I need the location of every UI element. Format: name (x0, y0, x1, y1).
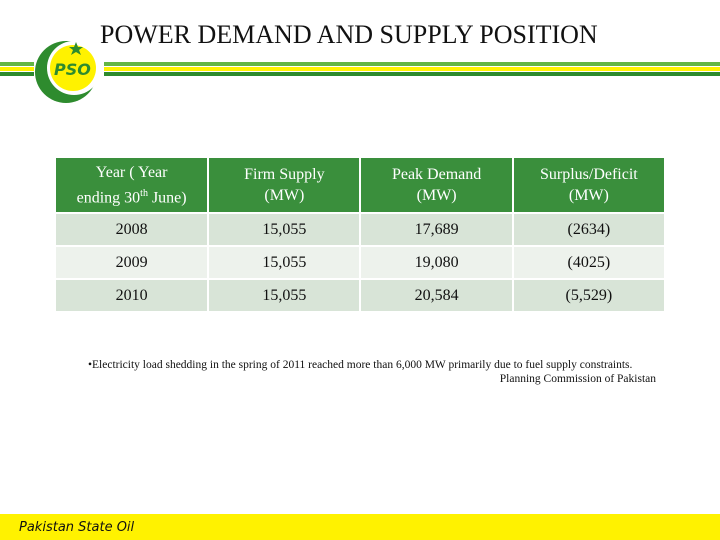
cell-firm-supply: 15,055 (209, 280, 360, 311)
footer-bar: Pakistan State Oil (0, 514, 720, 540)
header-surplus-deficit: Surplus/Deficit (MW) (513, 158, 664, 212)
cell-year: 2009 (56, 247, 208, 278)
cell-peak-demand: 17,689 (361, 214, 512, 245)
header-year: Year ( Year ending 30th June) (56, 158, 208, 212)
pso-logo: PSO (33, 38, 103, 104)
power-demand-table: Year ( Year ending 30th June) Firm Suppl… (54, 156, 666, 313)
table-header-row: Year ( Year ending 30th June) Firm Suppl… (56, 158, 664, 212)
source-citation: Planning Commission of Pakistan (499, 373, 656, 385)
stripe-right-green-bottom (104, 72, 720, 76)
stripe-right-green-top (104, 62, 720, 66)
stripe-right-yellow (104, 67, 720, 71)
table-row: 2008 15,055 17,689 (2634) (56, 214, 664, 245)
header-firm-supply: Firm Supply (MW) (209, 158, 360, 212)
cell-surplus-deficit: (4025) (513, 247, 664, 278)
cell-firm-supply: 15,055 (209, 247, 360, 278)
slide-title: POWER DEMAND AND SUPPLY POSITION (100, 20, 598, 49)
stripe-left-green-bottom (0, 72, 34, 76)
footnote-text: Electricity load shedding in the spring … (92, 359, 633, 371)
stripe-left-green-top (0, 62, 34, 66)
cell-peak-demand: 20,584 (361, 280, 512, 311)
cell-peak-demand: 19,080 (361, 247, 512, 278)
cell-year: 2008 (56, 214, 208, 245)
cell-surplus-deficit: (5,529) (513, 280, 664, 311)
cell-year: 2010 (56, 280, 208, 311)
header-peak-demand: Peak Demand (MW) (361, 158, 512, 212)
footnote-bullet: • (88, 359, 93, 371)
stripe-left-yellow (0, 67, 34, 71)
footer-label: Pakistan State Oil (19, 520, 135, 535)
table-row: 2010 15,055 20,584 (5,529) (56, 280, 664, 311)
pso-logo-text: PSO (54, 60, 91, 79)
cell-firm-supply: 15,055 (209, 214, 360, 245)
cell-surplus-deficit: (2634) (513, 214, 664, 245)
footnote: •Electricity load shedding in the spring… (88, 358, 658, 372)
pso-logo-graphic: PSO (35, 41, 101, 103)
table-row: 2009 15,055 19,080 (4025) (56, 247, 664, 278)
